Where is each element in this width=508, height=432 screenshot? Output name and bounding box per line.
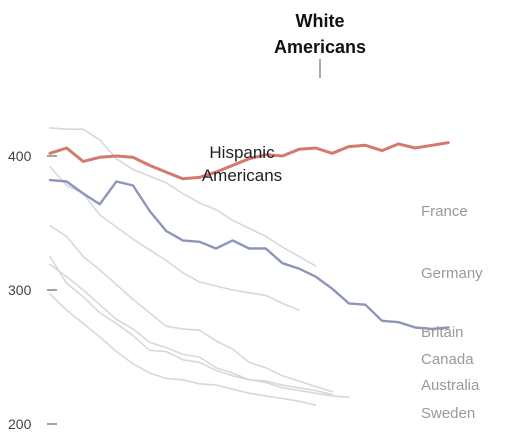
- y-tick-label-200: 200: [8, 416, 32, 432]
- series-line-britain: [49, 224, 334, 393]
- series-label-sweden: Sweden: [421, 405, 475, 422]
- series-label-australia: Australia: [421, 377, 480, 394]
- series-label-germany: Germany: [421, 265, 483, 282]
- series-label-france: France: [421, 203, 468, 220]
- hispanic-americans-label-line2: Americans: [202, 166, 282, 185]
- series-line-sweden: [49, 293, 317, 407]
- series-labels: France Germany Britain Canada Australia …: [202, 11, 483, 422]
- y-tick-label-400: 400: [8, 148, 32, 164]
- comparison-country-lines: [49, 127, 350, 407]
- hispanic-americans-label-line1: Hispanic: [209, 143, 275, 162]
- white-americans-label-line2: Americans: [274, 37, 366, 57]
- series-line-australia: [49, 263, 350, 399]
- series-line-germany: [49, 165, 300, 311]
- y-tick-label-300: 300: [8, 282, 32, 298]
- y-axis: 200 300 400: [8, 148, 57, 432]
- series-label-britain: Britain: [421, 324, 464, 341]
- white-americans-label-line1: White: [296, 11, 345, 31]
- series-label-canada: Canada: [421, 351, 474, 368]
- series-line-hispanic-americans: [48, 178, 450, 331]
- series-line-canada: [49, 255, 334, 396]
- highlighted-group-lines: [48, 141, 450, 331]
- series-line-france: [49, 127, 317, 267]
- series-line-white-americans: [48, 141, 450, 181]
